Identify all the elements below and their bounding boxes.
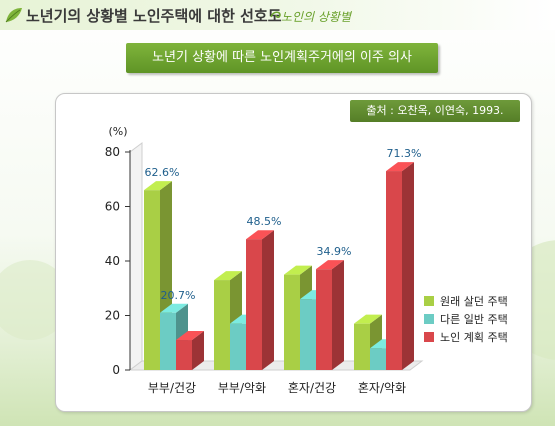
bar-front	[144, 190, 160, 370]
bar-side	[402, 162, 414, 370]
data-label: 34.9%	[317, 245, 352, 258]
bar-side	[332, 260, 344, 370]
y-tick-label: 60	[105, 200, 120, 214]
x-tick-label: 부부/악화	[218, 381, 266, 395]
bar-side	[192, 331, 204, 370]
legend-label: 노인 계획 주택	[440, 331, 508, 344]
source-label: 출처 : 오찬옥, 이연숙, 1993.	[350, 100, 520, 122]
bar-top	[246, 230, 274, 240]
x-tick-label: 부부/건강	[148, 381, 196, 395]
bar-front	[316, 269, 332, 370]
bar-front	[354, 323, 370, 370]
legend-swatch	[424, 332, 434, 342]
chart-bars	[144, 162, 414, 370]
y-tick-label: 20	[105, 309, 120, 323]
y-axis-unit: (%)	[108, 125, 127, 138]
chart-bar	[386, 162, 414, 370]
bar-front	[370, 348, 386, 370]
page-title: 노년기의 상황별 노인주택에 대한 선호도	[26, 7, 282, 25]
bar-top	[354, 314, 382, 324]
bar-top	[316, 260, 344, 270]
x-tick-label: 혼자/건강	[288, 381, 336, 395]
x-tick-label: 혼자/악화	[358, 381, 406, 395]
bar-front	[160, 312, 176, 370]
bar-front	[230, 323, 246, 370]
bar-top	[160, 303, 188, 313]
legend-swatch	[424, 296, 434, 306]
chart-bar	[316, 260, 344, 370]
data-label: 20.7%	[161, 289, 196, 302]
legend-label: 원래 살던 주택	[440, 295, 508, 308]
bar-top	[176, 331, 204, 341]
bar-front	[386, 171, 402, 370]
chart-bar	[246, 230, 274, 370]
bar-top	[214, 271, 242, 281]
bar-front	[176, 340, 192, 370]
data-label: 71.3%	[387, 147, 422, 160]
data-label: 48.5%	[247, 215, 282, 228]
page-subtitle: 노인의 상황별	[281, 10, 352, 24]
swirl-icon	[270, 11, 281, 18]
y-tick-label: 40	[105, 254, 120, 268]
bar-top	[284, 265, 312, 275]
legend-label: 다른 일반 주택	[440, 312, 508, 326]
y-tick-label: 0	[112, 363, 120, 377]
side-wall	[129, 142, 143, 371]
chart-bar	[176, 331, 204, 370]
data-label: 62.6%	[145, 166, 180, 179]
bar-top	[386, 162, 414, 172]
bar-top	[144, 181, 172, 191]
bar-front	[246, 239, 262, 370]
bar-front	[284, 274, 300, 370]
bar-front	[300, 299, 316, 370]
bar-side	[262, 230, 274, 370]
legend-swatch	[424, 314, 434, 324]
section-title: 노년기 상황에 따른 노인계획주거에의 이주 의사	[126, 43, 438, 73]
y-tick-label: 80	[105, 145, 120, 159]
chart-labels: 부부/건강 부부/악화 혼자/건강 혼자/악화 62.6% 20.7% 48.5% 34.9%…	[145, 147, 422, 395]
header-bar	[0, 0, 555, 30]
bar-front	[214, 280, 230, 370]
leaf-icon	[5, 8, 22, 23]
